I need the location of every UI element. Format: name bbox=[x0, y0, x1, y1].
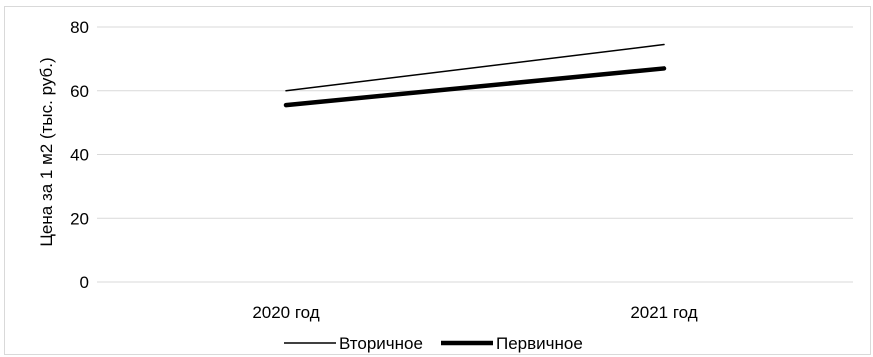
y-tick-label: 20 bbox=[70, 209, 89, 228]
y-axis-ticks: 0 20 40 60 80 bbox=[70, 18, 89, 292]
x-tick-label: 2020 год bbox=[252, 303, 319, 322]
x-tick-label: 2021 год bbox=[630, 303, 697, 322]
y-tick-label: 80 bbox=[70, 18, 89, 37]
legend-label: Первичное bbox=[496, 334, 583, 353]
legend-label: Вторичное bbox=[339, 334, 423, 353]
series-lines bbox=[283, 43, 667, 108]
y-tick-label: 0 bbox=[80, 273, 89, 292]
gridlines bbox=[97, 26, 853, 283]
chart-frame bbox=[4, 6, 871, 355]
y-tick-label: 60 bbox=[70, 82, 89, 101]
series-line-1 bbox=[285, 43, 665, 92]
y-axis-label: Цена за 1 м2 (тыс. руб.) bbox=[37, 57, 56, 246]
x-axis-ticks: 2020 год 2021 год bbox=[252, 303, 697, 322]
series-line-2 bbox=[283, 66, 667, 108]
y-tick-label: 40 bbox=[70, 146, 89, 165]
legend: Вторичное Первичное bbox=[284, 334, 583, 353]
